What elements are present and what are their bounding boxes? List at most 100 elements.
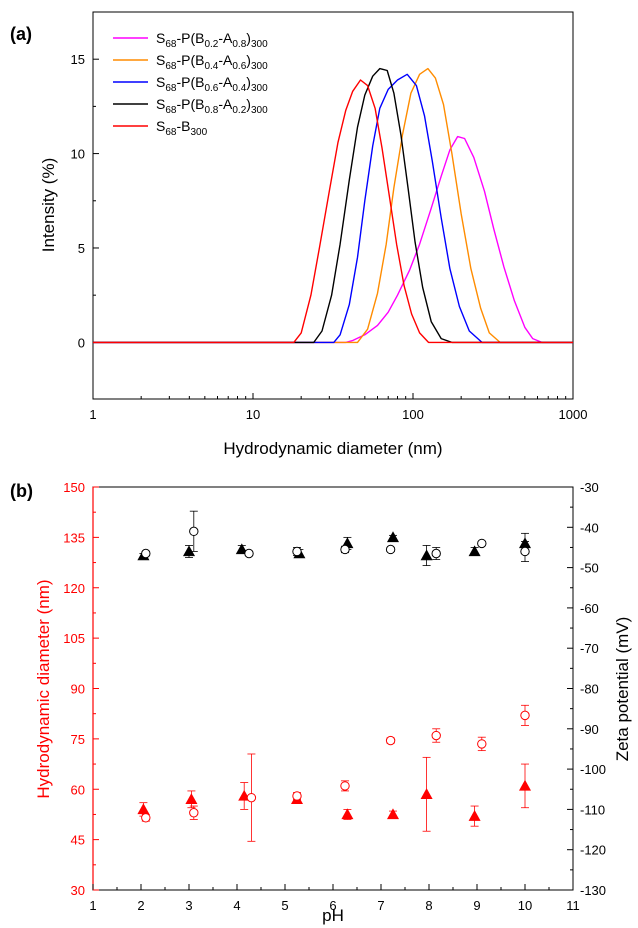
panel-b-series [137, 510, 532, 842]
triangle-marker [386, 531, 400, 543]
data-point [385, 735, 396, 746]
panel-b-right-tick-label: -60 [580, 601, 599, 616]
data-point [292, 546, 302, 557]
panel-a: (a) 1 10 100 1000 0 5 10 15 S68-P(B0.2-A0.8)300… [10, 11, 588, 458]
series-line-2 [93, 67, 573, 344]
legend-label-1: S68-P(B0.2-A0.8)300 [156, 30, 268, 50]
panel-b-x-tick-label: 7 [377, 898, 384, 913]
panel-b-right-tick-label: -50 [580, 561, 599, 576]
panel-b-x-tick-label: 2 [137, 898, 144, 913]
panel-b-left-tick-label: 60 [71, 782, 85, 797]
panel-b-right-tick-label: -40 [580, 520, 599, 535]
triangle-marker [137, 803, 150, 815]
panel-b-x-tick-label: 4 [233, 898, 240, 913]
panel-b-left-tick-label: 30 [71, 883, 85, 898]
circle-marker [292, 546, 302, 557]
circle-marker [431, 730, 441, 741]
circle-marker [477, 538, 487, 549]
panel-b-left-tick-label: 105 [63, 631, 85, 646]
panel-b-right-tick-label: -130 [580, 883, 606, 898]
data-point [185, 790, 198, 809]
legend-label-3: S68-P(B0.6-A0.4)300 [156, 74, 268, 94]
panel-a-y-tick-label: 0 [78, 335, 85, 350]
panel-b-left-tick-label: 75 [71, 732, 85, 747]
panel-a-y-tick-label: 10 [71, 147, 85, 162]
panel-b-x-tick-label: 8 [425, 898, 432, 913]
panel-a-series [93, 67, 573, 344]
panel-b-frame [92, 486, 574, 891]
data-point [244, 548, 254, 559]
circle-marker [246, 792, 257, 803]
triangle-marker [420, 549, 433, 561]
panel-a-y-tick-label: 15 [71, 52, 85, 67]
legend-label-4: S68-P(B0.8-A0.2)300 [156, 96, 268, 116]
data-point [386, 531, 400, 543]
circle-marker [385, 544, 396, 555]
panel-b-left-tick-label: 120 [63, 581, 85, 596]
data-point [468, 805, 481, 827]
series-line-5 [93, 79, 573, 344]
triangle-marker [420, 788, 433, 799]
panel-a-x-tick-label: 1000 [559, 407, 588, 422]
data-point [189, 510, 199, 552]
data-point [340, 780, 350, 792]
panel-a-frame [92, 11, 574, 400]
data-point [431, 547, 441, 560]
data-point [520, 704, 530, 726]
data-point [246, 753, 257, 842]
panel-a-label: (a) [10, 24, 32, 44]
circle-marker [189, 526, 199, 537]
panel-a-x-tick-label: 10 [246, 407, 260, 422]
circle-marker [141, 813, 151, 823]
panel-b-x-axis-label: pH [322, 906, 344, 925]
panel-b-left-tick-label: 90 [71, 682, 85, 697]
data-point [182, 545, 196, 558]
circle-marker [292, 791, 302, 801]
panel-b-x-tick-label: 1 [89, 898, 96, 913]
series-line-4 [93, 67, 573, 344]
panel-b-left-y-axis-label: Hydrodynamic diameter (nm) [34, 579, 53, 798]
panel-b-left-tick-label: 45 [71, 833, 85, 848]
series-line-3 [93, 73, 573, 344]
data-point [341, 808, 354, 820]
data-point [420, 756, 433, 832]
triangle-marker [468, 809, 481, 821]
data-point [141, 813, 151, 823]
legend-label-5: S68-B300 [156, 118, 208, 138]
panel-a-ticks: 1 10 100 1000 0 5 10 15 [71, 52, 588, 422]
circle-marker [431, 548, 441, 559]
data-point [141, 548, 151, 559]
panel-b: (b) 1 2 3 4 5 6 7 8 9 10 113045607590105120135150-… [10, 480, 632, 925]
panel-a-y-axis-label: Intensity (%) [39, 158, 58, 252]
triangle-marker [182, 545, 196, 557]
circle-marker [340, 781, 350, 791]
panel-b-right-tick-label: -80 [580, 682, 599, 697]
series-line-1 [93, 135, 573, 344]
panel-a-y-tick-label: 5 [78, 241, 85, 256]
panel-b-right-tick-label: -120 [580, 843, 606, 858]
data-point [431, 728, 441, 743]
panel-b-right-tick-label: -30 [580, 480, 599, 495]
panel-b-x-tick-label: 10 [518, 898, 532, 913]
data-point [189, 805, 199, 820]
data-point [520, 541, 530, 562]
circle-marker [141, 548, 151, 559]
panel-b-x-tick-label: 5 [281, 898, 288, 913]
panel-a-x-tick-label: 1 [89, 407, 96, 422]
panel-a-x-tick-label: 100 [402, 407, 424, 422]
circle-marker [477, 739, 487, 749]
panel-b-right-tick-label: -110 [580, 802, 605, 817]
data-point [518, 763, 532, 809]
data-point [235, 543, 248, 555]
data-point [477, 736, 487, 752]
circle-marker [520, 710, 530, 721]
legend-label-2: S68-P(B0.4-A0.6)300 [156, 52, 268, 72]
panel-b-right-tick-label: -70 [580, 641, 599, 656]
triangle-marker [185, 793, 198, 805]
data-point [420, 545, 433, 566]
circle-marker [520, 546, 530, 557]
triangle-marker [341, 808, 354, 820]
data-point [386, 808, 400, 820]
panel-b-x-tick-label: 3 [185, 898, 192, 913]
